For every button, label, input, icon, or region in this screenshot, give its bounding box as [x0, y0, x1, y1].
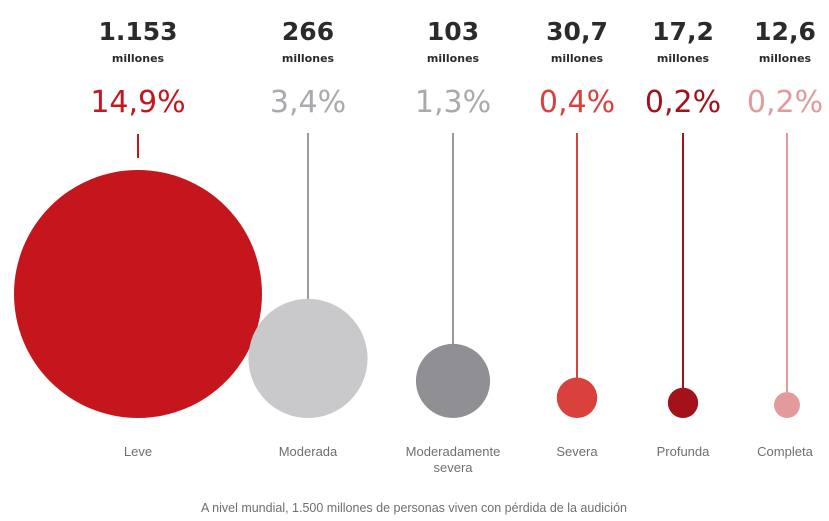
bubble-6: [774, 392, 800, 418]
category-label-2: Moderada: [279, 444, 338, 459]
percent-label-4: 0,4%: [539, 85, 615, 120]
category-label-3: Moderadamente severa: [406, 444, 501, 475]
percent-label-3: 1,3%: [415, 85, 491, 120]
unit-label-6: millones: [759, 52, 812, 65]
percent-label-6: 0,2%: [747, 85, 823, 120]
unit-label-5: millones: [657, 52, 710, 65]
value-label-6: 12,6: [754, 17, 816, 46]
value-label-3: 103: [427, 17, 479, 46]
footnote: A nivel mundial, 1.500 millones de perso…: [201, 501, 627, 515]
bubble-4: [556, 377, 598, 418]
category-label-6: Completa: [757, 444, 813, 459]
category-label-4: Severa: [556, 444, 598, 459]
unit-label-2: millones: [282, 52, 335, 65]
category-label-1: Leve: [124, 444, 152, 459]
category-label-5: Profunda: [657, 444, 711, 459]
value-label-5: 17,2: [652, 17, 714, 46]
unit-label-3: millones: [427, 52, 480, 65]
bubble-5: [667, 387, 699, 418]
bubble-3: [415, 343, 491, 418]
value-label-1: 1.153: [98, 17, 177, 46]
bubbles: [14, 170, 800, 419]
value-label-2: 266: [282, 17, 334, 46]
unit-label-4: millones: [551, 52, 604, 65]
labels: 1.153 millones 14,9% Leve 266 millones 3,4% Mod…: [90, 17, 823, 475]
bubble-1: [14, 170, 262, 418]
percent-label-1: 14,9%: [90, 85, 185, 120]
value-label-4: 30,7: [546, 17, 608, 46]
connector-lines: [137, 133, 788, 393]
percent-label-5: 0,2%: [645, 85, 721, 120]
bubble-2: [248, 298, 368, 419]
unit-label-1: millones: [112, 52, 165, 65]
percent-label-2: 3,4%: [270, 85, 346, 120]
